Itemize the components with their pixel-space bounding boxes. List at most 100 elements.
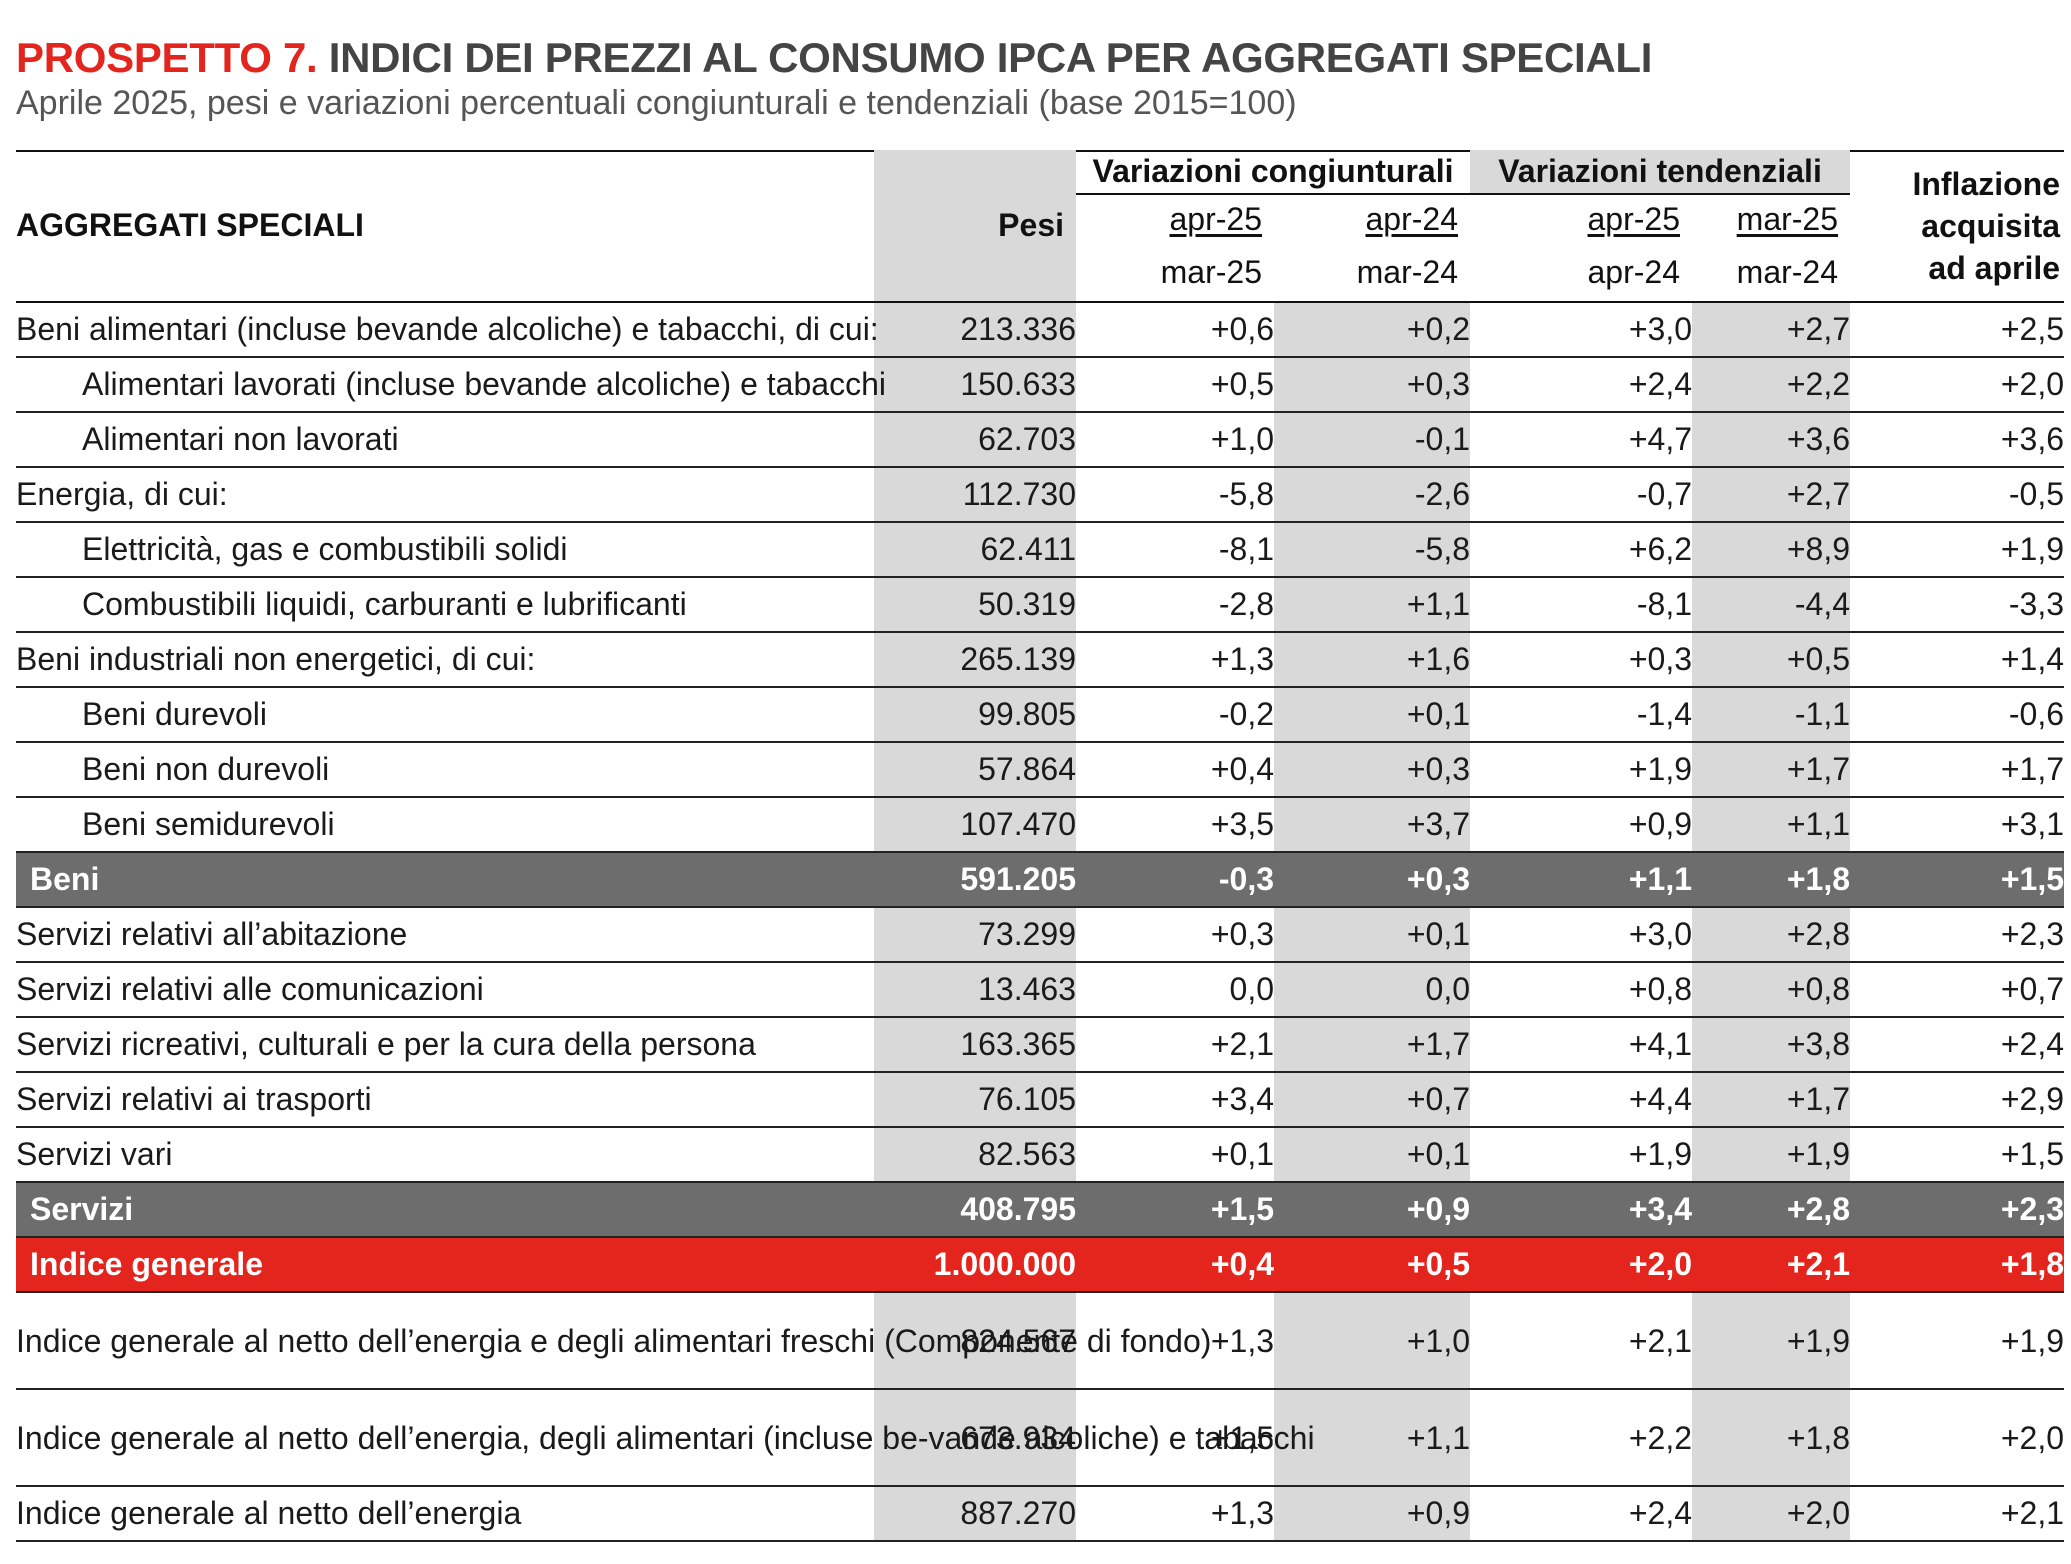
page-subtitle: Aprile 2025, pesi e variazioni percentua…: [16, 84, 1297, 122]
row-label: Indice generale al netto dell’energia e …: [16, 1292, 1211, 1390]
cell-value: +3,0: [1470, 907, 1692, 963]
cell-value: +6,2: [1470, 522, 1692, 578]
cell-value: +1,1: [1274, 1389, 1470, 1487]
cell-value: +0,4: [1076, 742, 1274, 798]
cell-value: +2,3: [1850, 907, 2065, 963]
cell-value: +3,7: [1274, 797, 1470, 853]
cell-value: +4,1: [1470, 1017, 1692, 1073]
title-rest: INDICI DEI PREZZI AL CONSUMO IPCA PER AG…: [317, 34, 1653, 81]
cell-value: -0,3: [1076, 852, 1274, 908]
cell-value: +8,9: [1692, 522, 1851, 578]
cell-value: +3,1: [1850, 797, 2065, 853]
row-label: Beni: [16, 852, 874, 908]
table-row: Elettricità, gas e combustibili solidi 6…: [16, 522, 2065, 578]
cell-value: +1,7: [1692, 1072, 1851, 1128]
cell-value: +3,4: [1076, 1072, 1274, 1128]
table-row: Alimentari non lavorati 62.703 +1,0 -0,1…: [16, 412, 2065, 468]
cell-value: +3,6: [1850, 412, 2065, 468]
cell-pesi: 408.795: [874, 1182, 1076, 1238]
cell-pesi: 99.805: [874, 687, 1076, 743]
table-row: Indice generale al netto dell’energia, d…: [16, 1389, 2065, 1487]
cell-value: +1,9: [1850, 1292, 2065, 1390]
cell-value: +0,3: [1274, 852, 1470, 908]
cell-value: +2,4: [1470, 357, 1692, 413]
cell-value: +1,9: [1850, 522, 2065, 578]
header-inflazione: Inflazione acquisita ad aprile: [1850, 150, 2065, 303]
cell-value: +1,7: [1692, 742, 1851, 798]
cell-value: +2,2: [1470, 1389, 1692, 1487]
cell-value: -8,1: [1470, 577, 1692, 633]
cell-value: +0,3: [1274, 742, 1470, 798]
cell-value: +1,8: [1692, 852, 1851, 908]
cell-value: +1,5: [1850, 1127, 2065, 1183]
cell-value: +0,1: [1076, 1127, 1274, 1183]
header-col1-bottom: mar-25: [1076, 244, 1274, 303]
aggregati-table: AGGREGATI SPECIALI Pesi Variazioni congi…: [16, 150, 2065, 1542]
cell-value: +1,6: [1274, 632, 1470, 688]
row-label: Energia, di cui:: [16, 467, 874, 523]
cell-value: +2,0: [1692, 1486, 1851, 1542]
row-label: Alimentari lavorati (incluse bevande alc…: [16, 357, 886, 413]
cell-value: -3,3: [1850, 577, 2065, 633]
row-label: Indice generale al netto dell’energia: [16, 1486, 874, 1542]
subtotal-row-beni: Beni 591.205 -0,3 +0,3 +1,1 +1,8 +1,5: [16, 852, 2065, 908]
table-row: Combustibili liquidi, carburanti e lubri…: [16, 577, 2065, 633]
cell-value: +3,4: [1470, 1182, 1692, 1238]
cell-value: -0,5: [1850, 467, 2065, 523]
row-label: Combustibili liquidi, carburanti e lubri…: [16, 577, 874, 633]
row-label: Alimentari non lavorati: [16, 412, 874, 468]
table-row: Beni non durevoli 57.864 +0,4 +0,3 +1,9 …: [16, 742, 2065, 798]
cell-value: +1,3: [1076, 1292, 1274, 1390]
cell-value: -0,2: [1076, 687, 1274, 743]
cell-value: +3,0: [1470, 302, 1692, 358]
row-label: Beni alimentari (incluse bevande alcolic…: [16, 302, 879, 358]
table-row: Beni industriali non energetici, di cui:…: [16, 632, 2065, 688]
table-row: Servizi ricreativi, culturali e per la c…: [16, 1017, 2065, 1073]
cell-value: +1,7: [1274, 1017, 1470, 1073]
cell-value: -8,1: [1076, 522, 1274, 578]
cell-pesi: 73.299: [874, 907, 1076, 963]
cell-value: -0,6: [1850, 687, 2065, 743]
cell-value: +0,8: [1470, 962, 1692, 1018]
header-col4-top: mar-25: [1736, 201, 1839, 237]
cell-value: +0,1: [1274, 687, 1470, 743]
header-inflazione-line2: acquisita: [1921, 207, 2061, 244]
row-label: Beni non durevoli: [16, 742, 874, 798]
row-label: Servizi vari: [16, 1127, 874, 1183]
cell-pesi: 82.563: [874, 1127, 1076, 1183]
cell-value: +0,7: [1274, 1072, 1470, 1128]
cell-value: -0,7: [1470, 467, 1692, 523]
cell-value: +0,5: [1692, 632, 1851, 688]
cell-value: +2,0: [1850, 357, 2065, 413]
total-row-indice-generale: Indice generale 1.000.000 +0,4 +0,5 +2,0…: [16, 1237, 2065, 1293]
header-aggregati: AGGREGATI SPECIALI: [16, 150, 874, 303]
cell-pesi: 76.105: [874, 1072, 1076, 1128]
cell-value: +2,1: [1470, 1292, 1692, 1390]
cell-value: +1,0: [1076, 412, 1274, 468]
row-label: Elettricità, gas e combustibili solidi: [16, 522, 874, 578]
cell-value: +1,5: [1850, 852, 2065, 908]
cell-value: +1,8: [1850, 1237, 2065, 1293]
row-label: Servizi relativi ai trasporti: [16, 1072, 874, 1128]
cell-value: +1,1: [1692, 797, 1851, 853]
header-col3-bottom: apr-24: [1470, 244, 1692, 303]
cell-value: +2,8: [1692, 1182, 1851, 1238]
table-row: Servizi relativi ai trasporti 76.105 +3,…: [16, 1072, 2065, 1128]
row-label: Servizi relativi alle comunicazioni: [16, 962, 874, 1018]
cell-value: +4,7: [1470, 412, 1692, 468]
table-row: Indice generale al netto dell’energia 88…: [16, 1486, 2065, 1542]
table-row: Indice generale al netto dell’energia e …: [16, 1292, 2065, 1390]
cell-value: +0,9: [1274, 1182, 1470, 1238]
title-lead: PROSPETTO 7.: [16, 34, 318, 81]
table-row: Energia, di cui: 112.730 -5,8 -2,6 -0,7 …: [16, 467, 2065, 523]
table-row: Beni alimentari (incluse bevande alcolic…: [16, 302, 2065, 358]
row-label: Indice generale: [16, 1237, 874, 1293]
cell-value: +2,8: [1692, 907, 1851, 963]
cell-value: +1,5: [1076, 1182, 1274, 1238]
cell-value: +1,0: [1274, 1292, 1470, 1390]
cell-value: +1,9: [1692, 1127, 1851, 1183]
table-row: Servizi relativi all’abitazione 73.299 +…: [16, 907, 2065, 963]
cell-value: +0,4: [1076, 1237, 1274, 1293]
header-col2-bottom: mar-24: [1274, 244, 1470, 303]
